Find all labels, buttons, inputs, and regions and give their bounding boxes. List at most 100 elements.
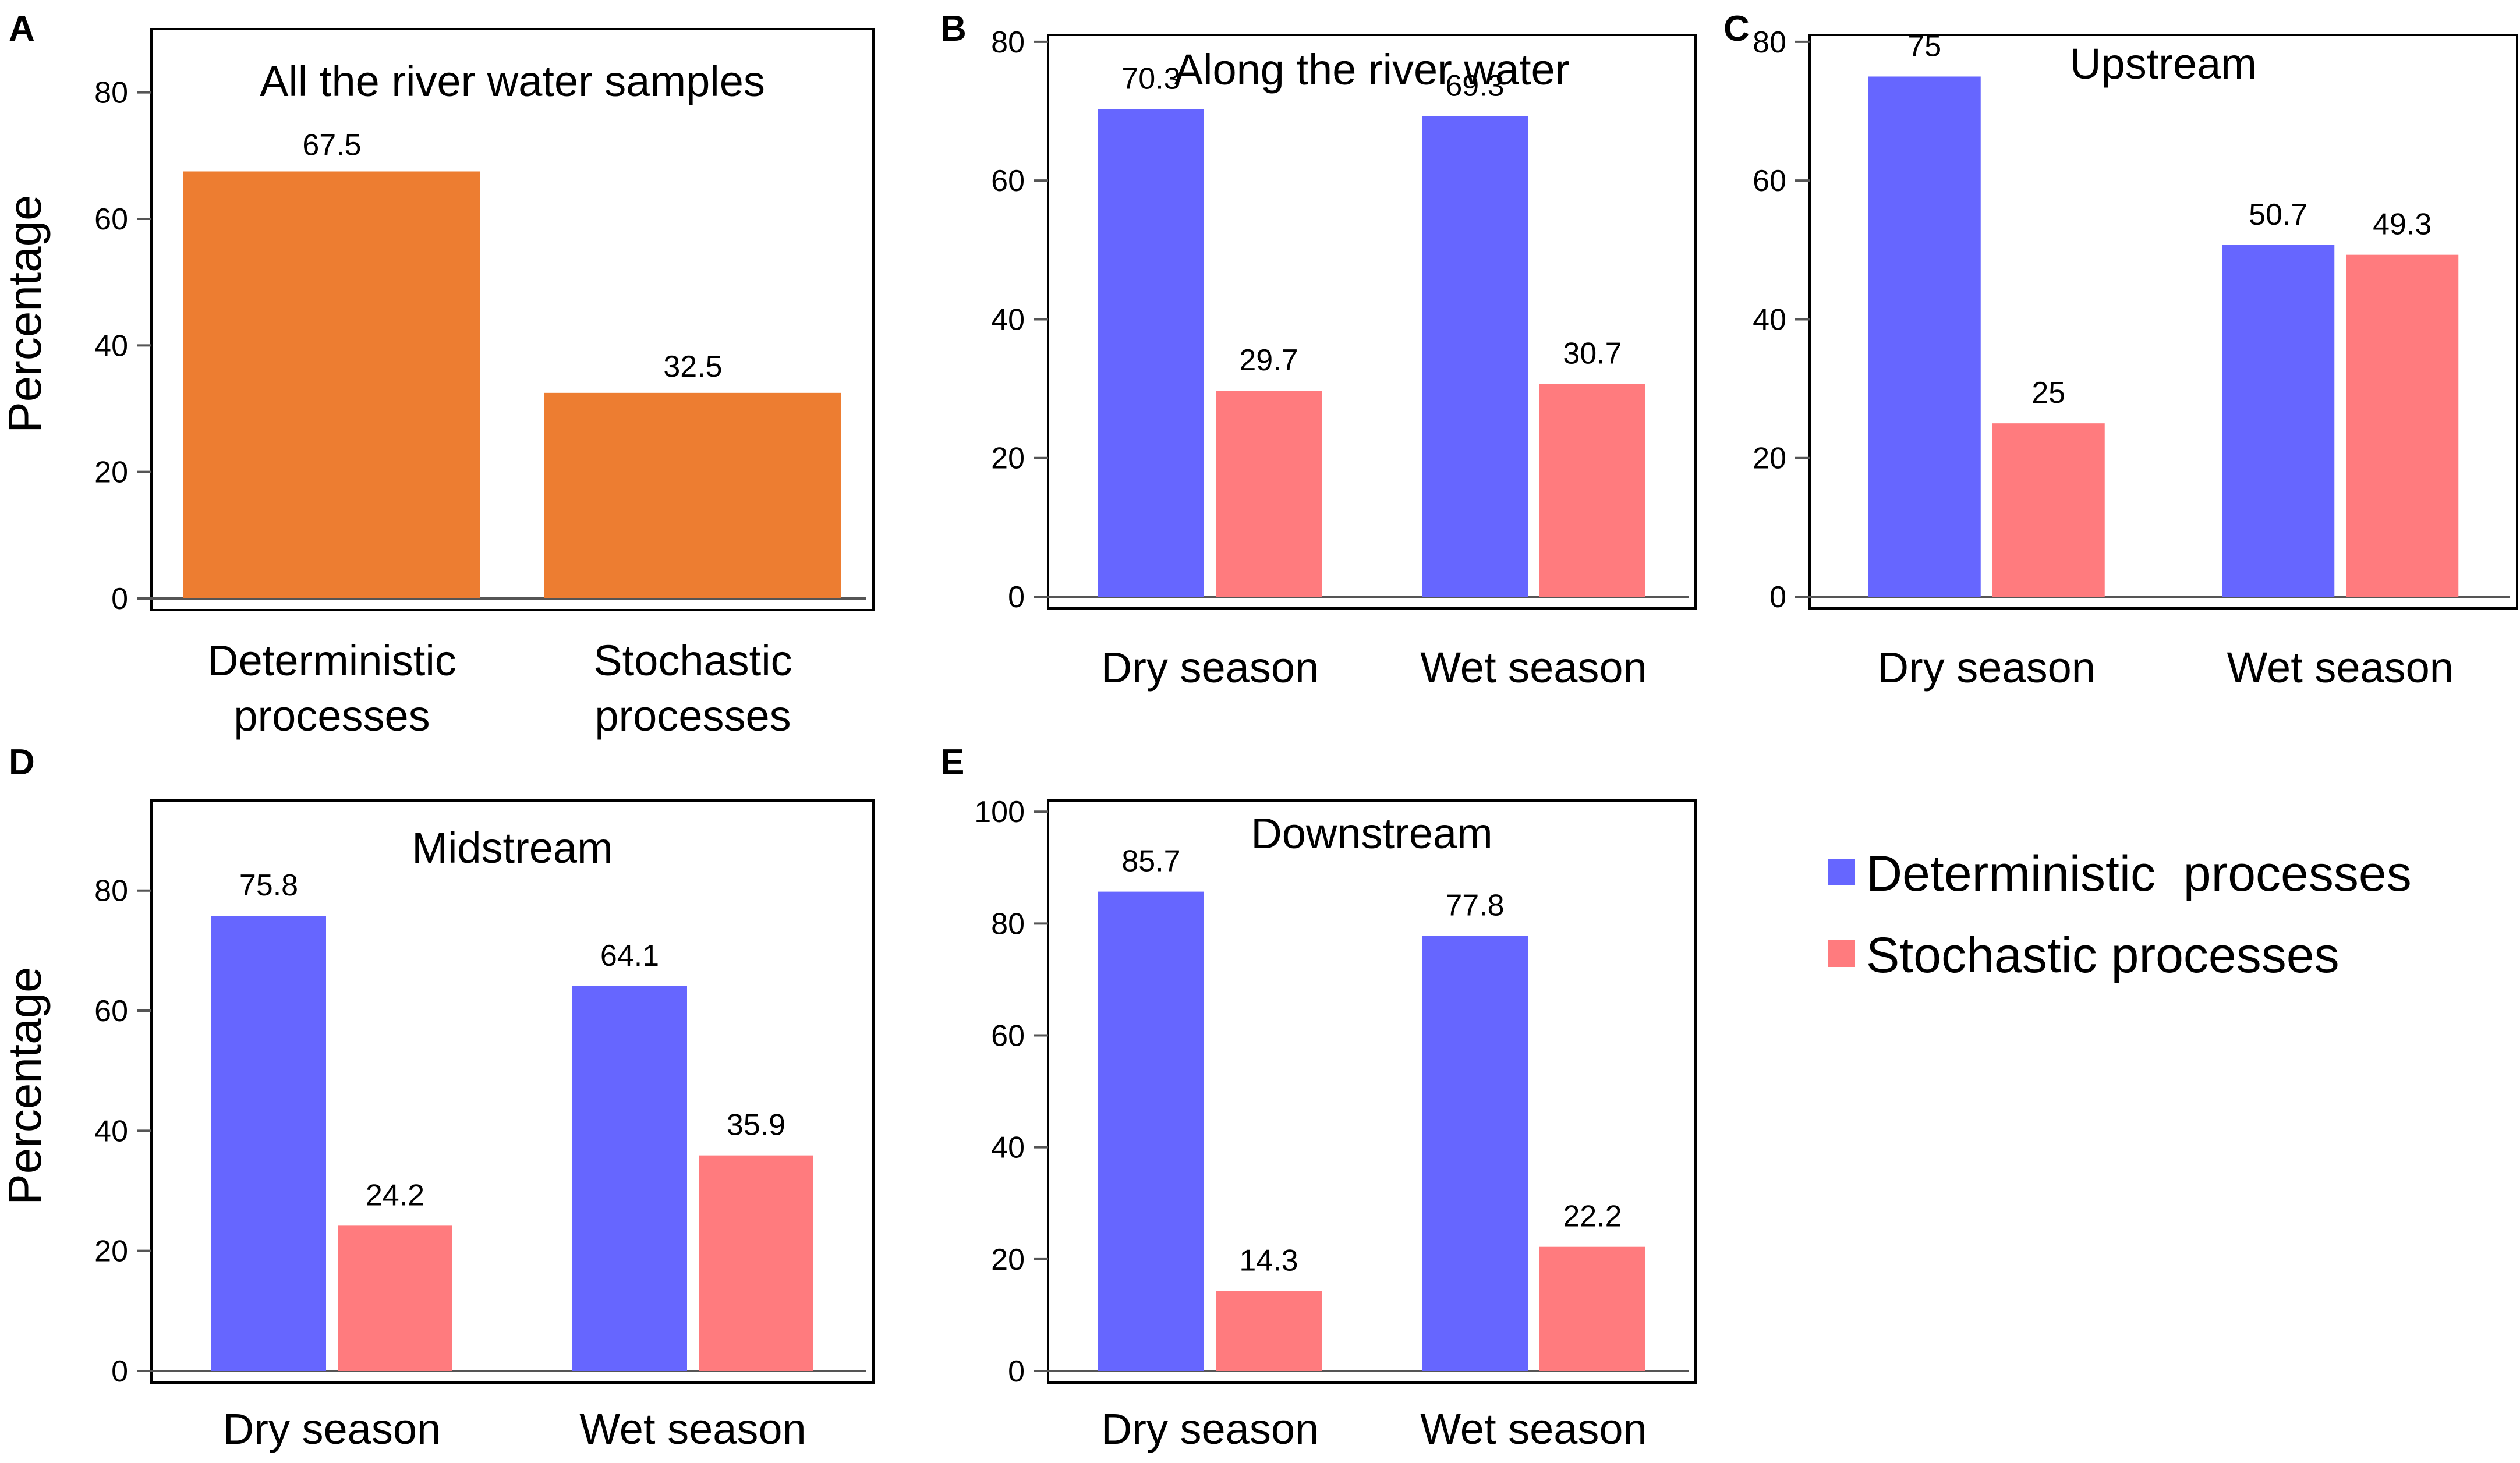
- data-label: 69.3: [1445, 69, 1504, 102]
- y-tick-label: 20: [991, 1243, 1025, 1277]
- y-tick-label: 0: [1008, 580, 1025, 614]
- data-label: 49.3: [2373, 208, 2431, 242]
- legend: Deterministic processes Stochastic proce…: [1828, 846, 2412, 983]
- data-label: 70.3: [1121, 62, 1180, 95]
- bar-all-stochastic-processes: [544, 392, 841, 598]
- plot-frame: [1047, 34, 1697, 610]
- panel-a: A 0 20 40 60 80 All the river water samples Per…: [0, 9, 875, 740]
- data-label: 75.8: [239, 869, 298, 902]
- y-tick-label: 40: [1753, 303, 1786, 336]
- data-label: 77.8: [1445, 889, 1504, 923]
- bar-stochastic-processes-dry-season: [1216, 1291, 1322, 1371]
- y-tick-label: 60: [94, 994, 128, 1028]
- data-label: 75: [1907, 29, 1941, 63]
- bar-deterministic-processes-dry-season: [211, 916, 326, 1371]
- x-category-label: Wet season: [1420, 1405, 1647, 1453]
- y-tick-label: 0: [111, 1355, 128, 1388]
- bar-deterministic-processes-wet-season: [2222, 245, 2335, 597]
- bar-stochastic-processes-dry-season: [1216, 391, 1322, 597]
- legend-label-deterministic: Deterministic processes: [1866, 846, 2412, 902]
- data-label: 67.5: [302, 129, 361, 162]
- data-label: 50.7: [2249, 198, 2307, 232]
- y-tick-label: 20: [991, 442, 1025, 476]
- x-category-label: Deterministic: [207, 636, 456, 685]
- panel-e: E 0 20 40 60 80 100 Downstream 85.7 14.3 Dry seaso…: [940, 742, 1697, 1453]
- plot-frame: [150, 28, 875, 611]
- y-tick-label: 0: [1008, 1355, 1025, 1388]
- y-tick-label: 60: [991, 1019, 1025, 1053]
- y-tick-label: 60: [94, 203, 128, 236]
- y-tick-label: 40: [991, 303, 1025, 336]
- x-category-label: Dry season: [1878, 643, 2096, 692]
- chart-title: Midstream: [412, 824, 613, 872]
- x-category-label: processes: [233, 692, 430, 740]
- bar-stochastic-processes-wet-season: [1539, 1246, 1645, 1371]
- data-label: 64.1: [600, 939, 659, 973]
- y-tick-label: 0: [1769, 580, 1786, 614]
- bar-stochastic-processes-dry-season: [338, 1225, 452, 1371]
- panels: A 0 20 40 60 80 All the river water samples Per…: [0, 9, 2518, 1453]
- chart-title: Downstream: [1251, 809, 1492, 858]
- y-tick-label: 80: [1753, 26, 1786, 59]
- panel-letter: E: [940, 742, 964, 782]
- x-category-label: Dry season: [1101, 643, 1319, 692]
- x-category-label: Wet season: [1420, 643, 1647, 692]
- bar-stochastic-processes-dry-season: [1992, 423, 2105, 597]
- x-category-label: Stochastic: [593, 636, 792, 685]
- chart-title: All the river water samples: [260, 57, 765, 105]
- y-tick-label: 40: [94, 1114, 128, 1148]
- y-tick-label: 60: [991, 164, 1025, 198]
- y-tick-label: 80: [94, 76, 128, 110]
- bar-stochastic-processes-wet-season: [1539, 384, 1645, 597]
- bar-stochastic-processes-wet-season: [699, 1155, 813, 1371]
- panel-letter: B: [940, 9, 967, 49]
- bar-deterministic-processes-wet-season: [1422, 116, 1528, 597]
- x-category-label: Wet season: [579, 1405, 806, 1453]
- plot-frame: [1808, 34, 2518, 610]
- bar-all-deterministic-processes: [183, 171, 480, 598]
- y-tick-label: 40: [94, 329, 128, 363]
- chart-title: Along the river water: [1174, 45, 1570, 94]
- x-category-label: processes: [594, 692, 791, 740]
- y-tick-label: 80: [94, 874, 128, 908]
- bar-deterministic-processes-dry-season: [1098, 109, 1204, 597]
- bar-stochastic-processes-wet-season: [2346, 254, 2459, 597]
- x-category-label: Wet season: [2227, 643, 2454, 692]
- y-tick-label: 60: [1753, 164, 1786, 198]
- legend-label-stochastic: Stochastic processes: [1866, 927, 2340, 983]
- bar-deterministic-processes-dry-season: [1098, 891, 1204, 1371]
- panel-letter: A: [9, 9, 35, 49]
- y-tick-label: 20: [94, 456, 128, 490]
- data-label: 24.2: [366, 1178, 424, 1212]
- panel-d: D 0 20 40 60 80 Midstream Percentage 75.8 24.2 Dry…: [0, 742, 875, 1453]
- chart-title: Upstream: [2070, 40, 2257, 88]
- panel-letter: C: [1723, 9, 1750, 49]
- legend-swatch-deterministic: [1828, 859, 1855, 885]
- y-tick-label: 20: [1753, 442, 1786, 476]
- plot-frame: [1047, 799, 1697, 1384]
- bar-deterministic-processes-dry-season: [1868, 76, 1981, 597]
- data-label: 35.9: [727, 1108, 785, 1142]
- bar-deterministic-processes-wet-season: [572, 986, 687, 1371]
- data-label: 30.7: [1563, 336, 1622, 370]
- y-tick-label: 80: [991, 907, 1025, 941]
- y-axis-label: Percentage: [0, 966, 51, 1205]
- plot-frame: [150, 799, 875, 1384]
- legend-swatch-stochastic: [1828, 940, 1855, 967]
- y-tick-label: 0: [111, 582, 128, 616]
- bar-deterministic-processes-wet-season: [1422, 936, 1528, 1371]
- data-label: 22.2: [1563, 1200, 1622, 1234]
- y-tick-label: 40: [991, 1131, 1025, 1165]
- y-tick-label: 100: [974, 795, 1025, 829]
- y-tick-label: 20: [94, 1235, 128, 1269]
- y-axis-label: Percentage: [0, 194, 51, 433]
- data-label: 29.7: [1239, 343, 1298, 377]
- panel-letter: D: [9, 742, 35, 782]
- panel-c: C 0 20 40 60 80 Upstream 75 25 Dry season 50.7 49.3…: [1723, 9, 2518, 692]
- data-label: 32.5: [663, 350, 722, 384]
- data-label: 25: [2031, 376, 2065, 410]
- data-label: 14.3: [1239, 1244, 1298, 1278]
- x-category-label: Dry season: [223, 1405, 441, 1453]
